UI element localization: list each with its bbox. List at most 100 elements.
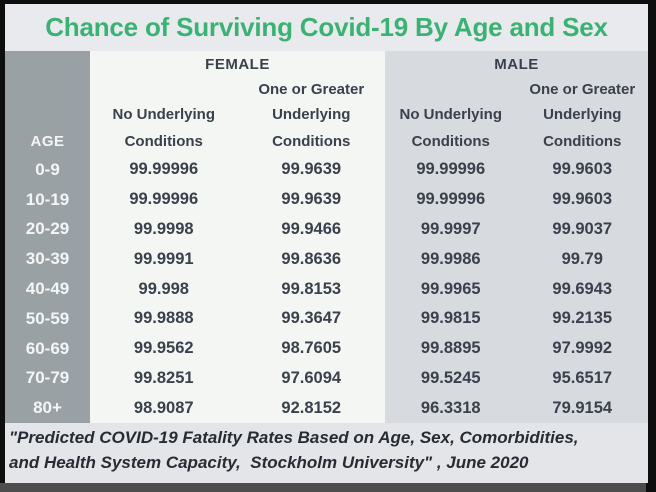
table-row: 99.99996 99.9603: [385, 185, 648, 215]
survival-rate-cell: 99.8895: [420, 339, 481, 358]
survival-rate-cell: 99.99996: [129, 190, 199, 209]
age-row-label: 20-29: [25, 219, 70, 239]
header-row: No Underlying Underlying: [385, 101, 648, 128]
table-row: 99.9986 99.79: [385, 244, 648, 274]
survival-rate-cell: 99.9997: [420, 219, 481, 238]
table-row: 99.9997 99.9037: [385, 215, 648, 245]
survival-rate-cell: 99.9603: [552, 190, 613, 209]
survival-rate-cell: 99.3647: [281, 309, 342, 328]
table-row: 99.9815 99.2135: [385, 304, 648, 334]
survival-rate-cell: 95.6517: [552, 368, 613, 387]
age-row-label: 30-39: [25, 249, 70, 269]
survival-rate-cell: 99.99996: [416, 160, 486, 179]
header-row: Conditions Conditions: [90, 128, 385, 155]
table-row: 99.9998 99.9466: [90, 215, 385, 245]
survival-rate-cell: 79.9154: [552, 398, 613, 417]
female-rows: 99.99996 99.9639 99.99996 99.9639 99.9998 99.…: [90, 155, 385, 423]
survival-rate-cell: 99.8153: [281, 279, 342, 298]
table-row: 99.9991 99.8636: [90, 244, 385, 274]
female-section: FEMALE One or Greater No Underlying Unde…: [90, 51, 385, 423]
survival-rate-cell: 99.99996: [416, 190, 486, 209]
survival-rate-cell: 99.5245: [420, 368, 481, 387]
survival-rate-cell: 97.9992: [552, 339, 613, 358]
title-bar: Chance of Surviving Covid-19 By Age and …: [5, 4, 648, 51]
survival-rate-cell: 99.8636: [281, 249, 342, 268]
header-row: No Underlying Underlying: [90, 101, 385, 128]
header-row: One or Greater: [90, 77, 385, 101]
age-column: AGE 0-9 10-19 20-29 30-39 40-49 50-59 60-69 70-…: [5, 51, 90, 423]
age-row-label: 0-9: [35, 159, 60, 179]
survival-rate-cell: 99.8251: [133, 368, 194, 387]
survival-rate-cell: 99.9639: [281, 190, 342, 209]
age-row-label: 50-59: [25, 308, 70, 328]
source-citation-line2: and Health System Capacity, Stockholm Un…: [9, 453, 529, 472]
male-col2-header-line3: Conditions: [543, 133, 622, 150]
table-row: 99.8251 97.6094: [90, 363, 385, 393]
table-row: 99.99996 99.9639: [90, 185, 385, 215]
female-col1-header-line2: Conditions: [124, 133, 203, 150]
survival-rate-cell: 99.9888: [133, 309, 194, 328]
survival-rate-cell: 99.9562: [133, 339, 194, 358]
age-row-label: 10-19: [25, 189, 70, 209]
age-row-label: 60-69: [25, 338, 70, 358]
survival-rate-cell: 99.2135: [552, 309, 613, 328]
survival-rate-cell: 99.79: [561, 249, 603, 268]
age-row-label: 80+: [33, 398, 62, 418]
survival-rate-cell: 99.9815: [420, 309, 481, 328]
male-section-header: MALE One or Greater No Underlying Underl…: [385, 51, 648, 155]
header-spacer: [385, 77, 517, 101]
table-row: 98.9087 92.8152: [90, 393, 385, 423]
survival-table: AGE 0-9 10-19 20-29 30-39 40-49 50-59 60-69 70-…: [5, 51, 648, 423]
table-row: 99.9562 98.7605: [90, 334, 385, 364]
survival-rate-cell: 92.8152: [281, 398, 342, 417]
survival-rate-cell: 97.6094: [281, 368, 342, 387]
header-row: One or Greater: [385, 77, 648, 101]
male-rows: 99.99996 99.9603 99.99996 99.9603 99.9997 99.…: [385, 155, 648, 423]
male-col2-header-line1: One or Greater: [529, 80, 636, 98]
age-column-header: AGE: [30, 133, 65, 150]
survival-rate-cell: 98.9087: [133, 398, 194, 417]
age-rows: 0-9 10-19 20-29 30-39 40-49 50-59 60-69 70-79 80…: [5, 155, 90, 423]
survival-rate-cell: 99.9986: [420, 249, 481, 268]
female-label: FEMALE: [205, 55, 270, 73]
table-row: 96.3318 79.9154: [385, 393, 648, 423]
male-col1-header-line1: No Underlying: [399, 106, 502, 123]
table-row: 99.9888 99.3647: [90, 304, 385, 334]
male-col1-header-line2: Conditions: [411, 133, 490, 150]
table-row: 99.5245 95.6517: [385, 363, 648, 393]
female-col2-header-line2: Underlying: [272, 106, 351, 123]
age-row-label: 70-79: [25, 368, 70, 388]
survival-rate-cell: 99.998: [138, 279, 189, 298]
header-spacer: [90, 77, 238, 101]
table-content: Chance of Surviving Covid-19 By Age and …: [5, 4, 648, 483]
source-citation: "Predicted COVID-19 Fatality Rates Based…: [5, 423, 648, 483]
survival-rate-cell: 99.9965: [420, 279, 481, 298]
survival-rate-cell: 99.99996: [129, 160, 199, 179]
table-row: 99.998 99.8153: [90, 274, 385, 304]
page-title: Chance of Surviving Covid-19 By Age and …: [45, 12, 608, 42]
survival-rate-cell: 99.9466: [281, 219, 342, 238]
table-row: 99.8895 97.9992: [385, 334, 648, 364]
table-row: 99.99996 99.9639: [90, 155, 385, 185]
survival-rate-cell: 99.9639: [281, 160, 342, 179]
male-section: MALE One or Greater No Underlying Underl…: [385, 51, 648, 423]
male-label: MALE: [494, 55, 539, 73]
survival-rate-cell: 99.6943: [552, 279, 613, 298]
female-col2-header-line1: One or Greater: [258, 80, 365, 98]
age-row-label: 40-49: [25, 279, 70, 299]
table-row: 99.9965 99.6943: [385, 274, 648, 304]
survival-rate-cell: 98.7605: [281, 339, 342, 358]
male-col2-header-line2: Underlying: [543, 106, 622, 123]
female-col1-header-line1: No Underlying: [112, 106, 215, 123]
survival-rate-cell: 96.3318: [420, 398, 481, 417]
survival-rate-cell: 99.9991: [133, 249, 194, 268]
header-row: Conditions Conditions: [385, 128, 648, 155]
survival-rate-cell: 99.9603: [552, 160, 613, 179]
female-col2-header-line3: Conditions: [272, 133, 351, 150]
table-row: 99.99996 99.9603: [385, 155, 648, 185]
source-citation-line1: "Predicted COVID-19 Fatality Rates Based…: [9, 428, 579, 448]
female-section-header: FEMALE One or Greater No Underlying Unde…: [90, 51, 385, 155]
bottom-bar: [0, 483, 646, 492]
survival-rate-cell: 99.9037: [552, 219, 613, 238]
